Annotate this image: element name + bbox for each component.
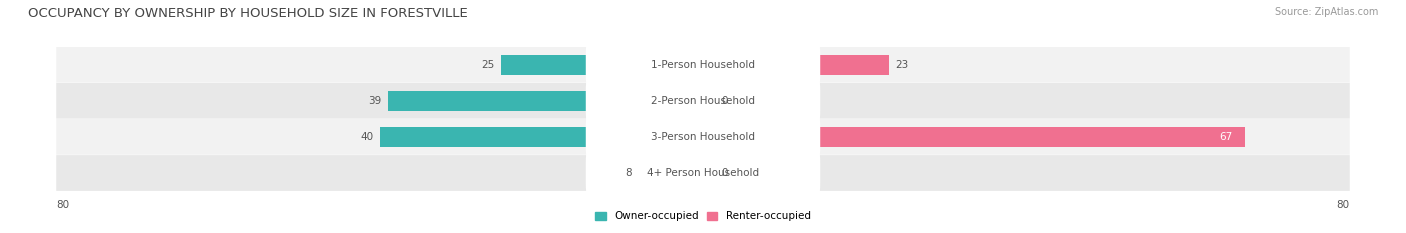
FancyBboxPatch shape — [586, 73, 820, 129]
Bar — [388, 91, 703, 111]
FancyBboxPatch shape — [56, 83, 1350, 119]
FancyBboxPatch shape — [586, 37, 820, 93]
FancyBboxPatch shape — [586, 145, 820, 201]
Text: 0: 0 — [721, 168, 728, 178]
Text: 0: 0 — [721, 96, 728, 106]
FancyBboxPatch shape — [56, 155, 1350, 191]
Bar — [703, 163, 716, 183]
Text: 40: 40 — [360, 132, 373, 142]
Text: 23: 23 — [896, 60, 908, 70]
Bar — [501, 55, 703, 75]
Text: 4+ Person Household: 4+ Person Household — [647, 168, 759, 178]
Text: 3-Person Household: 3-Person Household — [651, 132, 755, 142]
Text: 2-Person Household: 2-Person Household — [651, 96, 755, 106]
Legend: Owner-occupied, Renter-occupied: Owner-occupied, Renter-occupied — [591, 207, 815, 226]
FancyBboxPatch shape — [586, 109, 820, 165]
FancyBboxPatch shape — [56, 47, 1350, 82]
Text: 80: 80 — [1337, 200, 1350, 210]
Text: 39: 39 — [368, 96, 381, 106]
Text: Source: ZipAtlas.com: Source: ZipAtlas.com — [1274, 7, 1378, 17]
Text: 25: 25 — [481, 60, 495, 70]
Bar — [703, 55, 889, 75]
Text: 8: 8 — [626, 168, 631, 178]
Bar — [638, 163, 703, 183]
FancyBboxPatch shape — [56, 119, 1350, 155]
Text: 80: 80 — [56, 200, 69, 210]
Text: 1-Person Household: 1-Person Household — [651, 60, 755, 70]
Text: 67: 67 — [1219, 132, 1233, 142]
Bar — [703, 91, 716, 111]
Bar — [380, 127, 703, 147]
Text: OCCUPANCY BY OWNERSHIP BY HOUSEHOLD SIZE IN FORESTVILLE: OCCUPANCY BY OWNERSHIP BY HOUSEHOLD SIZE… — [28, 7, 468, 20]
Bar — [703, 127, 1244, 147]
